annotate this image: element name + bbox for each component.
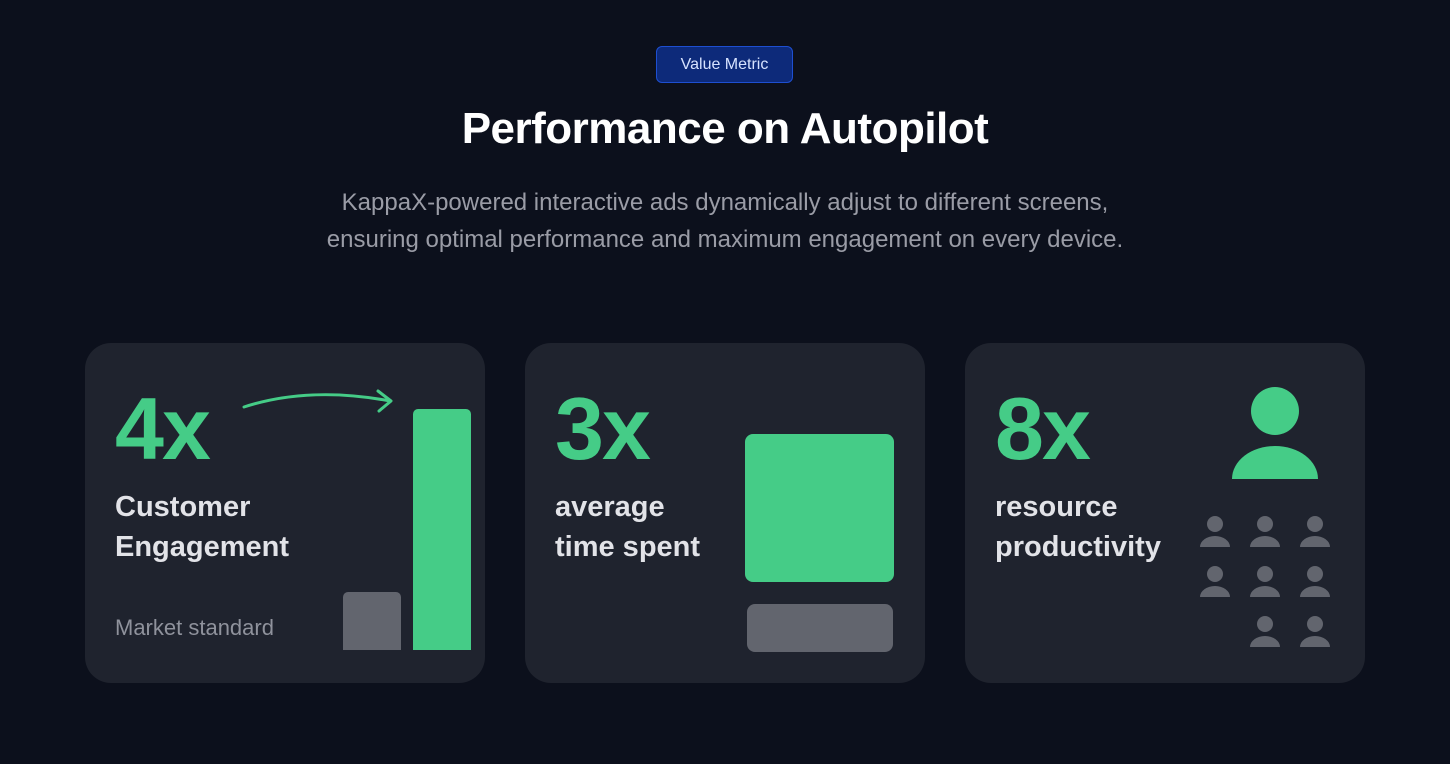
people-grid-icon: [1200, 516, 1330, 647]
market-standard-caption: Market standard: [115, 615, 274, 640]
subtitle-line-2: ensuring optimal performance and maximum…: [326, 226, 1124, 253]
kappax-engagement-bar: [413, 409, 471, 650]
metric-label-line-1: average: [555, 491, 665, 523]
metric-label-line-1: Customer: [115, 491, 251, 523]
metric-value: 8x: [995, 379, 1091, 478]
value-metric-badge: Value Metric: [656, 46, 793, 83]
market-standard-bar: [343, 592, 401, 650]
metric-label: average time spent: [555, 487, 700, 567]
metric-label: Customer Engagement: [115, 487, 289, 567]
metric-card-time-spent: 3x average time spent: [525, 343, 925, 683]
metric-card-customer-engagement: 4x Customer Engagement Market standard: [85, 343, 485, 683]
page-subtitle: KappaX-powered interactive ads dynamical…: [225, 184, 1225, 258]
subtitle-line-1: KappaX-powered interactive ads dynamical…: [341, 189, 1109, 216]
metric-card-resource-productivity: 8x resource productivity: [965, 343, 1365, 683]
standard-time-block: [747, 604, 893, 652]
metric-label: resource productivity: [995, 487, 1161, 567]
metric-label-line-2: time spent: [555, 531, 701, 563]
kappax-time-block: [745, 434, 894, 582]
page-title: Performance on Autopilot: [461, 104, 989, 153]
metric-label-line-1: resource: [995, 491, 1118, 523]
person-icon: [1232, 387, 1318, 479]
metric-label-line-2: Engagement: [115, 531, 290, 563]
curved-arrow-icon: [242, 389, 393, 413]
metric-value: 3x: [555, 379, 651, 478]
metric-value: 4x: [115, 379, 211, 478]
metric-label-line-2: productivity: [995, 531, 1161, 563]
